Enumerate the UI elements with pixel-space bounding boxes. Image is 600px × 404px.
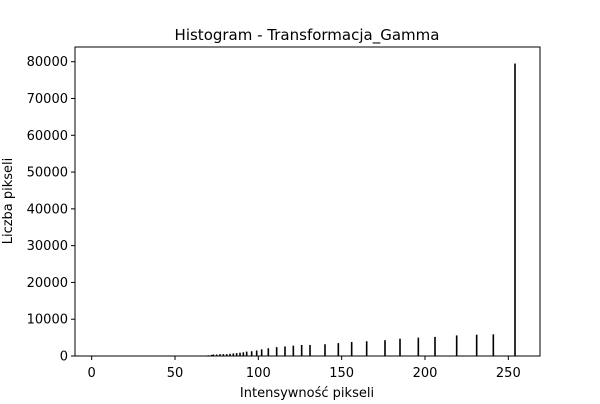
- histogram-bar: [434, 336, 436, 356]
- histogram-bar: [492, 334, 495, 356]
- histogram-bar: [215, 354, 218, 356]
- y-axis-ticks: 0 10000 20000 30000 40000 50000 60000 70000 8000…: [27, 55, 75, 365]
- x-tick-label: 0: [88, 366, 96, 381]
- y-axis-label: Liczba pikseli: [1, 158, 16, 245]
- y-tick-label: 70000: [27, 92, 68, 107]
- histogram-bar: [514, 63, 516, 357]
- y-tick-label: 50000: [27, 166, 68, 181]
- histogram-bar: [229, 353, 231, 356]
- histogram-bar: [365, 341, 368, 356]
- x-tick-label: 150: [329, 366, 354, 381]
- x-tick-label: 250: [496, 366, 521, 381]
- histogram-bar: [337, 343, 340, 357]
- histogram-bar: [250, 351, 253, 356]
- histogram-bar: [267, 348, 270, 356]
- plot-frame: [74, 46, 541, 357]
- histogram-bar: [235, 353, 238, 356]
- y-tick-label: 60000: [27, 129, 68, 144]
- y-tick-label: 0: [60, 350, 68, 365]
- y-tick-label: 40000: [27, 202, 68, 217]
- histogram-bar: [255, 350, 258, 356]
- histogram-bar: [384, 340, 386, 356]
- histogram-bar: [239, 352, 241, 356]
- chart-title: Histogram - Transformacja_Gamma: [175, 26, 440, 45]
- histogram-bar: [245, 351, 248, 356]
- histogram-bar: [455, 335, 458, 356]
- histogram-bar: [260, 349, 263, 356]
- histogram-bar: [210, 354, 213, 356]
- histogram-bar: [475, 334, 478, 356]
- histogram-bar: [324, 344, 326, 356]
- x-tick-label: 50: [167, 366, 184, 381]
- histogram-bar: [309, 344, 311, 356]
- histogram-bar: [222, 354, 225, 356]
- histogram-bar: [300, 344, 303, 356]
- histogram-bar: [292, 345, 295, 356]
- x-axis-ticks: 0 50 100 150 200 250: [88, 356, 521, 381]
- histogram-bar: [212, 354, 215, 356]
- histogram-bar: [225, 354, 228, 356]
- histogram-bar: [350, 342, 353, 356]
- histogram-bar: [242, 352, 245, 356]
- histogram-bar: [399, 338, 401, 356]
- y-tick-label: 20000: [27, 276, 68, 291]
- x-axis-label: Intensywność pikseli: [240, 386, 374, 400]
- x-tick-label: 200: [413, 366, 438, 381]
- y-tick-label: 10000: [27, 313, 68, 328]
- y-tick-label: 80000: [27, 55, 68, 70]
- y-tick-label: 30000: [27, 239, 68, 254]
- histogram-bar: [417, 337, 420, 356]
- histogram-bar: [219, 354, 221, 356]
- histogram-bars: [207, 63, 516, 357]
- histogram-bar: [275, 347, 278, 356]
- histogram-bar: [232, 353, 235, 356]
- x-tick-label: 100: [246, 366, 271, 381]
- histogram-bar: [284, 346, 286, 356]
